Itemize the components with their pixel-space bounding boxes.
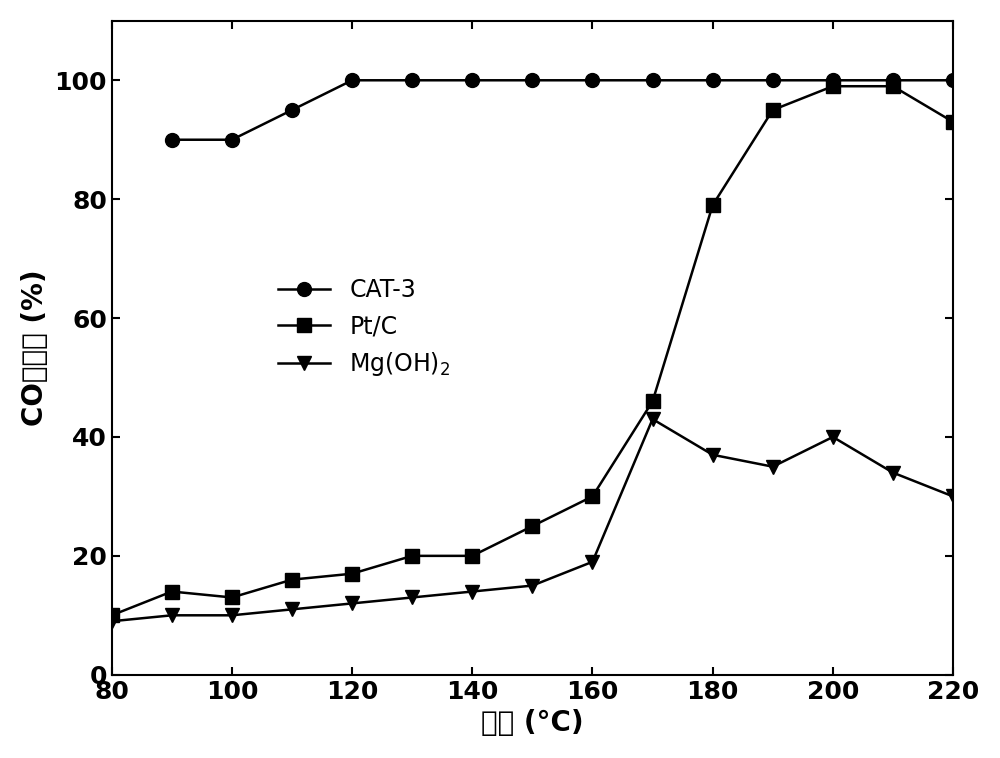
CAT-3 xyxy=(406,76,418,85)
Pt/C xyxy=(586,492,598,501)
Mg(OH)$_2$ xyxy=(887,468,899,478)
Mg(OH)$_2$ xyxy=(647,415,659,424)
Line: Mg(OH)$_2$: Mg(OH)$_2$ xyxy=(105,412,960,628)
Y-axis label: CO转化率 (%): CO转化率 (%) xyxy=(21,270,49,426)
Mg(OH)$_2$ xyxy=(827,432,839,441)
CAT-3 xyxy=(827,76,839,85)
Mg(OH)$_2$ xyxy=(586,557,598,566)
Pt/C xyxy=(226,593,238,602)
Pt/C xyxy=(647,396,659,406)
CAT-3 xyxy=(647,76,659,85)
CAT-3 xyxy=(286,105,298,114)
CAT-3 xyxy=(466,76,478,85)
X-axis label: 温度 (°C): 温度 (°C) xyxy=(481,709,584,738)
Pt/C xyxy=(707,201,719,210)
CAT-3 xyxy=(166,135,178,144)
CAT-3 xyxy=(947,76,959,85)
Pt/C xyxy=(526,522,538,531)
Mg(OH)$_2$ xyxy=(166,611,178,620)
Mg(OH)$_2$ xyxy=(767,462,779,471)
Pt/C xyxy=(346,569,358,578)
Pt/C xyxy=(406,551,418,560)
CAT-3 xyxy=(526,76,538,85)
CAT-3 xyxy=(767,76,779,85)
Pt/C xyxy=(466,551,478,560)
Mg(OH)$_2$ xyxy=(346,599,358,608)
Legend: CAT-3, Pt/C, Mg(OH)$_2$: CAT-3, Pt/C, Mg(OH)$_2$ xyxy=(267,267,462,390)
Pt/C xyxy=(827,82,839,91)
CAT-3 xyxy=(887,76,899,85)
Line: Pt/C: Pt/C xyxy=(105,80,960,622)
Mg(OH)$_2$ xyxy=(226,611,238,620)
Pt/C xyxy=(767,105,779,114)
Mg(OH)$_2$ xyxy=(707,450,719,459)
Pt/C xyxy=(106,611,118,620)
Pt/C xyxy=(166,587,178,596)
CAT-3 xyxy=(707,76,719,85)
CAT-3 xyxy=(346,76,358,85)
Mg(OH)$_2$ xyxy=(947,492,959,501)
Mg(OH)$_2$ xyxy=(106,617,118,626)
CAT-3 xyxy=(586,76,598,85)
Pt/C xyxy=(947,117,959,127)
Pt/C xyxy=(887,82,899,91)
Mg(OH)$_2$ xyxy=(526,581,538,590)
Mg(OH)$_2$ xyxy=(286,605,298,614)
Pt/C xyxy=(286,575,298,584)
CAT-3 xyxy=(226,135,238,144)
Line: CAT-3: CAT-3 xyxy=(165,74,960,146)
Mg(OH)$_2$ xyxy=(466,587,478,596)
Mg(OH)$_2$ xyxy=(406,593,418,602)
